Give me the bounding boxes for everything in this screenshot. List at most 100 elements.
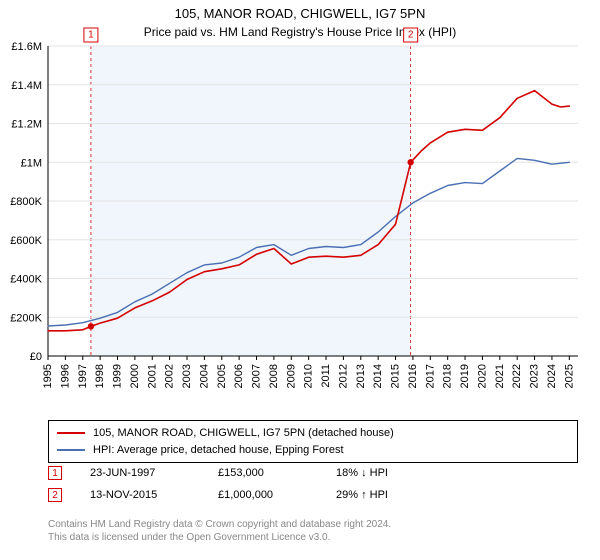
transaction-marker-label: 1 xyxy=(88,30,94,41)
x-tick-label: 1997 xyxy=(77,364,89,388)
x-tick-label-group: 2011 xyxy=(320,364,332,388)
x-tick-label: 2024 xyxy=(546,364,558,388)
y-tick-label: £800K xyxy=(10,196,42,208)
x-tick-label: 2023 xyxy=(529,364,541,388)
x-tick-label-group: 2014 xyxy=(372,364,384,388)
x-tick-label: 2002 xyxy=(164,364,176,388)
transaction-dot xyxy=(407,159,413,165)
y-tick-label: £1.4M xyxy=(11,80,42,92)
transaction-date: 13-NOV-2015 xyxy=(90,489,190,501)
x-tick-label: 2006 xyxy=(233,364,245,388)
legend-row: HPI: Average price, detached house, Eppi… xyxy=(57,442,569,459)
x-tick-label: 2020 xyxy=(476,364,488,388)
transaction-date: 23-JUN-1997 xyxy=(90,467,190,479)
x-tick-label-group: 2021 xyxy=(494,364,506,388)
y-tick-label: £600K xyxy=(10,235,42,247)
x-tick-label-group: 1997 xyxy=(77,364,89,388)
x-tick-label-group: 2010 xyxy=(303,364,315,388)
x-tick-label-group: 2008 xyxy=(268,364,280,388)
legend-swatch xyxy=(57,432,85,434)
x-tick-label: 2009 xyxy=(285,364,297,388)
x-tick-label: 1998 xyxy=(94,364,106,388)
x-tick-label: 2021 xyxy=(494,364,506,388)
transaction-dot xyxy=(88,323,94,329)
legend-box: 105, MANOR ROAD, CHIGWELL, IG7 5PN (deta… xyxy=(48,420,578,463)
legend-label: 105, MANOR ROAD, CHIGWELL, IG7 5PN (deta… xyxy=(93,425,394,442)
footer-line-2: This data is licensed under the Open Gov… xyxy=(48,531,391,544)
x-tick-label-group: 2022 xyxy=(511,364,523,388)
x-tick-label-group: 2002 xyxy=(164,364,176,388)
x-tick-label-group: 2018 xyxy=(442,364,454,388)
footer-line-1: Contains HM Land Registry data © Crown c… xyxy=(48,518,391,531)
x-tick-label-group: 2013 xyxy=(355,364,367,388)
x-tick-label-group: 1996 xyxy=(59,364,71,388)
y-tick-label: £200K xyxy=(10,312,42,324)
transaction-marker-label: 2 xyxy=(408,30,414,41)
y-tick-label: £400K xyxy=(10,274,42,286)
x-tick-label-group: 2024 xyxy=(546,364,558,388)
x-tick-label-group: 2025 xyxy=(563,364,575,388)
legend-row: 105, MANOR ROAD, CHIGWELL, IG7 5PN (deta… xyxy=(57,425,569,442)
footer-attribution: Contains HM Land Registry data © Crown c… xyxy=(48,518,391,544)
x-tick-label-group: 2023 xyxy=(529,364,541,388)
x-tick-label: 2007 xyxy=(251,364,263,388)
x-tick-label: 2008 xyxy=(268,364,280,388)
transaction-diff: 29% ↑ HPI xyxy=(336,489,426,501)
x-tick-label: 2005 xyxy=(216,364,228,388)
x-tick-label: 2000 xyxy=(129,364,141,388)
x-tick-label: 2025 xyxy=(563,364,575,388)
x-tick-label-group: 1995 xyxy=(42,364,54,388)
x-tick-label: 2015 xyxy=(390,364,402,388)
transaction-row-marker: 2 xyxy=(48,488,62,502)
chart-svg: £0£200K£400K£600K£800K£1M£1.2M£1.4M£1.6M… xyxy=(48,46,578,356)
transaction-row-marker: 1 xyxy=(48,466,62,480)
y-tick-label: £1.2M xyxy=(11,119,42,131)
transaction-price: £153,000 xyxy=(218,467,308,479)
x-tick-label: 2016 xyxy=(407,364,419,388)
transaction-row: 1 23-JUN-1997 £153,000 18% ↓ HPI xyxy=(48,462,426,484)
x-tick-label: 2001 xyxy=(146,364,158,388)
transaction-table: 1 23-JUN-1997 £153,000 18% ↓ HPI 2 13-NOV-201… xyxy=(48,462,426,506)
chart-plot-area: £0£200K£400K£600K£800K£1M£1.2M£1.4M£1.6M… xyxy=(48,46,578,356)
x-tick-label: 2003 xyxy=(181,364,193,388)
legend-label: HPI: Average price, detached house, Eppi… xyxy=(93,442,344,459)
x-tick-label-group: 2005 xyxy=(216,364,228,388)
x-tick-label: 2004 xyxy=(198,364,210,388)
x-tick-label-group: 2020 xyxy=(476,364,488,388)
x-tick-label-group: 2019 xyxy=(459,364,471,388)
x-tick-label-group: 2007 xyxy=(251,364,263,388)
x-tick-label: 1996 xyxy=(59,364,71,388)
x-tick-label: 1995 xyxy=(42,364,54,388)
x-tick-label: 2017 xyxy=(424,364,436,388)
x-tick-label-group: 1998 xyxy=(94,364,106,388)
x-tick-label-group: 2012 xyxy=(337,364,349,388)
x-tick-label-group: 2016 xyxy=(407,364,419,388)
y-tick-label: £1.6M xyxy=(11,41,42,53)
x-tick-label-group: 1999 xyxy=(112,364,124,388)
y-tick-label: £0 xyxy=(30,351,42,363)
x-tick-label: 2013 xyxy=(355,364,367,388)
x-tick-label-group: 2003 xyxy=(181,364,193,388)
x-tick-label-group: 2000 xyxy=(129,364,141,388)
x-tick-label: 2010 xyxy=(303,364,315,388)
x-tick-label-group: 2006 xyxy=(233,364,245,388)
chart-title: 105, MANOR ROAD, CHIGWELL, IG7 5PN xyxy=(0,6,600,23)
x-tick-label-group: 2015 xyxy=(390,364,402,388)
x-tick-label: 1999 xyxy=(112,364,124,388)
x-tick-label-group: 2004 xyxy=(198,364,210,388)
transaction-row: 2 13-NOV-2015 £1,000,000 29% ↑ HPI xyxy=(48,484,426,506)
x-tick-label: 2011 xyxy=(320,364,332,388)
x-tick-label: 2022 xyxy=(511,364,523,388)
x-tick-label-group: 2017 xyxy=(424,364,436,388)
legend-swatch xyxy=(57,449,85,451)
x-tick-label-group: 2009 xyxy=(285,364,297,388)
x-tick-label: 2012 xyxy=(337,364,349,388)
x-tick-label-group: 2001 xyxy=(146,364,158,388)
transaction-price: £1,000,000 xyxy=(218,489,308,501)
x-tick-label: 2014 xyxy=(372,364,384,388)
x-tick-label: 2019 xyxy=(459,364,471,388)
x-tick-label: 2018 xyxy=(442,364,454,388)
y-tick-label: £1M xyxy=(21,157,42,169)
chart-container: 105, MANOR ROAD, CHIGWELL, IG7 5PN Price… xyxy=(0,0,600,560)
transaction-diff: 18% ↓ HPI xyxy=(336,467,426,479)
